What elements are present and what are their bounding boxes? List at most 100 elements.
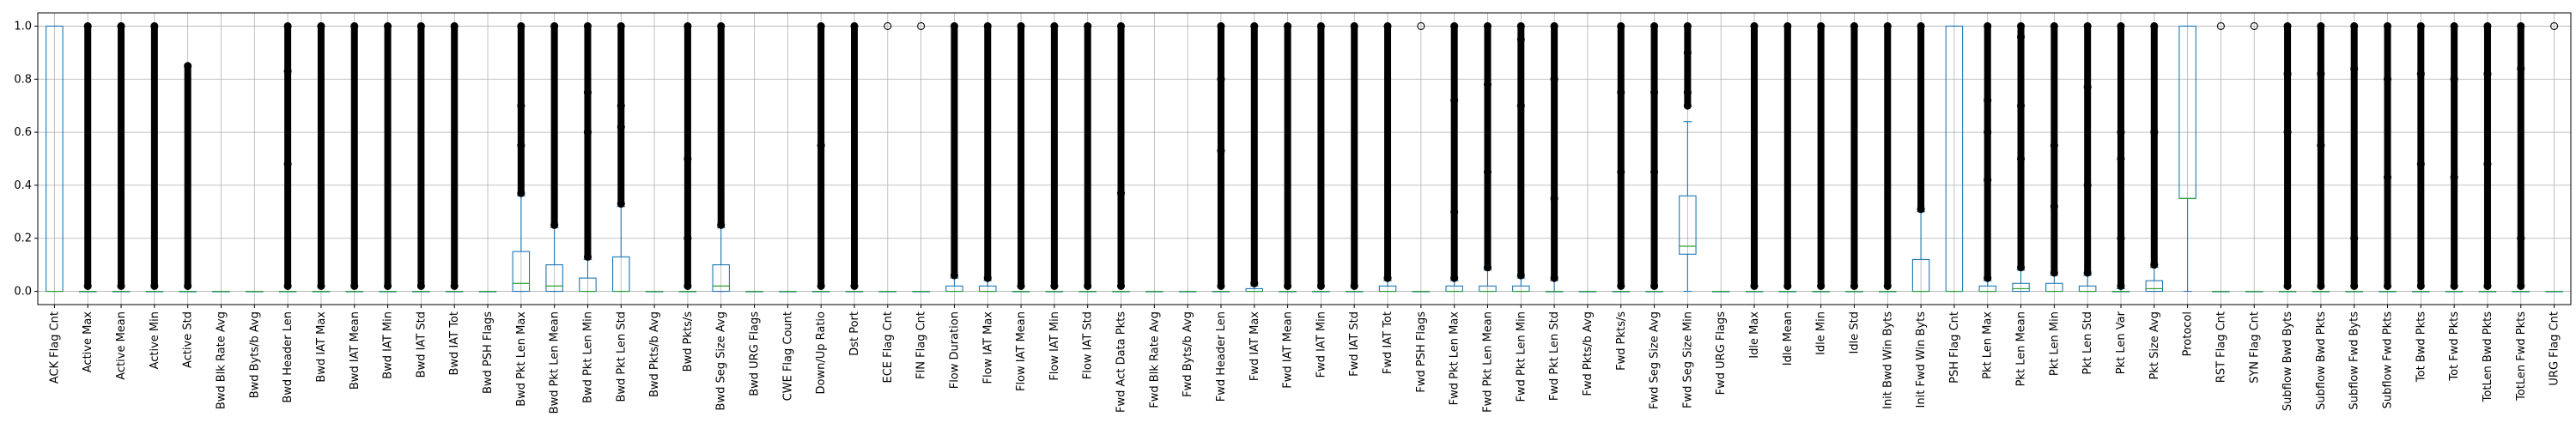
flier-point [617,21,625,31]
x-tick-label: Bwd Byts/b Avg [248,311,261,398]
flier-band [2050,22,2058,276]
flier-point [2517,21,2525,31]
x-tick-label: Pkt Size Avg [2148,311,2161,380]
x-tick-label: Bwd Header Len [282,311,295,403]
flier-point [2416,21,2425,31]
flier-point [2416,281,2425,290]
flier-band [451,22,459,290]
flier-band [2517,22,2524,290]
flier-point [317,21,325,31]
flier-point [2517,64,2525,73]
box-active-max [78,21,97,293]
flier-point [1984,96,1992,105]
box-tot-fwd-pkts [2445,21,2464,293]
x-tick-label: Fwd IAT Std [1348,311,1361,377]
box-idle-max [1745,21,1764,293]
flier-point [583,252,592,261]
box-bwd-seg-size-avg [712,21,730,293]
flier-point [2250,21,2258,31]
x-tick-label: Pkt Len Std [2081,311,2094,375]
flier-point [1116,21,1126,31]
flier-point [1984,21,1992,31]
box-syn-flag-cnt [2245,21,2263,293]
flier-band [2483,22,2491,290]
x-tick-label: Active Min [149,311,161,369]
x-tick-label: Bwd Pkt Len Max [515,311,528,407]
box-iqr [712,264,730,293]
flier-point [1650,88,1659,97]
flier-point [1683,48,1692,57]
flier-point [2050,21,2058,31]
x-tick-label: Pkt Len Mean [2015,311,2028,386]
flier-point [2117,154,2125,163]
x-tick-label: Fwd IAT Min [1315,311,1327,378]
flier-point [1217,281,1225,290]
box-idle-std [1845,21,1863,293]
flier-point [1350,281,1358,290]
flier-point [416,281,425,290]
flier-point [2317,281,2325,290]
box-active-mean [112,21,131,293]
x-tick-label: TotLen Fwd Pkts [2515,311,2528,402]
x-tick-label: Bwd Seg Size Avg [715,311,728,410]
x-tick-label: Fwd URG Flags [1715,311,1728,396]
box-bwd-iat-tot [445,21,464,293]
flier-point [1750,21,1759,31]
flier-point [1316,281,1325,290]
box-bwd-byts-b-avg [246,290,264,293]
x-tick-label: TotLen Bwd Pkts [2482,311,2494,403]
flier-point [1917,205,1925,214]
y-tick-label: 0.8 [14,73,32,86]
flier-point [1984,128,1992,136]
x-tick-label: Fwd Seg Size Min [1681,311,1694,408]
flier-band [417,22,425,290]
box-fwd-act-data-pkts [1112,21,1130,293]
box-fwd-iat-mean [1279,21,1297,293]
flier-point [2383,281,2392,290]
flier-point [384,281,392,290]
flier-band [317,22,325,290]
x-tick-label: Active Max [82,311,94,373]
flier-point [617,123,625,131]
x-tick-label: Idle Mean [1782,311,1795,366]
flier-point [350,21,359,31]
flier-point [83,21,92,31]
flier-point [117,281,125,290]
flier-band [850,22,858,290]
flier-point [2016,101,2026,110]
flier-band [617,22,625,208]
flier-point [1450,208,1459,216]
box-fwd-blk-rate-avg [1145,290,1163,293]
flier-point [683,234,692,243]
flier-band [2384,22,2391,290]
flier-point [283,281,292,290]
x-tick-label: Fwd Blk Rate Avg [1148,311,1161,408]
flier-point [2083,269,2092,277]
flier-point [1683,88,1692,97]
box-subflow-fwd-byts [2345,21,2363,293]
x-tick-label: Active Std [182,311,195,368]
x-tick-label: Tot Bwd Pkts [2415,311,2427,383]
x-tick-label: Bwd IAT Max [315,311,328,383]
flier-point [83,281,92,290]
flier-band [2084,22,2092,276]
flier-point [1483,80,1492,89]
flier-point [2016,154,2026,163]
flier-point [717,21,726,31]
x-tick-label: Bwd Pkt Len Min [581,311,594,403]
box-iqr [2145,280,2164,293]
box-psh-flag-cnt [1945,25,1964,293]
box-bwd-header-len [278,21,297,293]
flier-point [517,101,526,110]
flier-point [2450,173,2458,182]
flier-point [2483,160,2492,168]
flier-point [1217,21,1225,31]
flier-point [1550,75,1558,83]
flier-band [2350,22,2358,290]
x-tick-label: Protocol [2182,311,2195,356]
flier-band [817,22,825,290]
x-tick-label: RST Flag Cnt [2215,311,2227,383]
flier-point [1550,274,1558,282]
flier-point [1017,281,1025,290]
